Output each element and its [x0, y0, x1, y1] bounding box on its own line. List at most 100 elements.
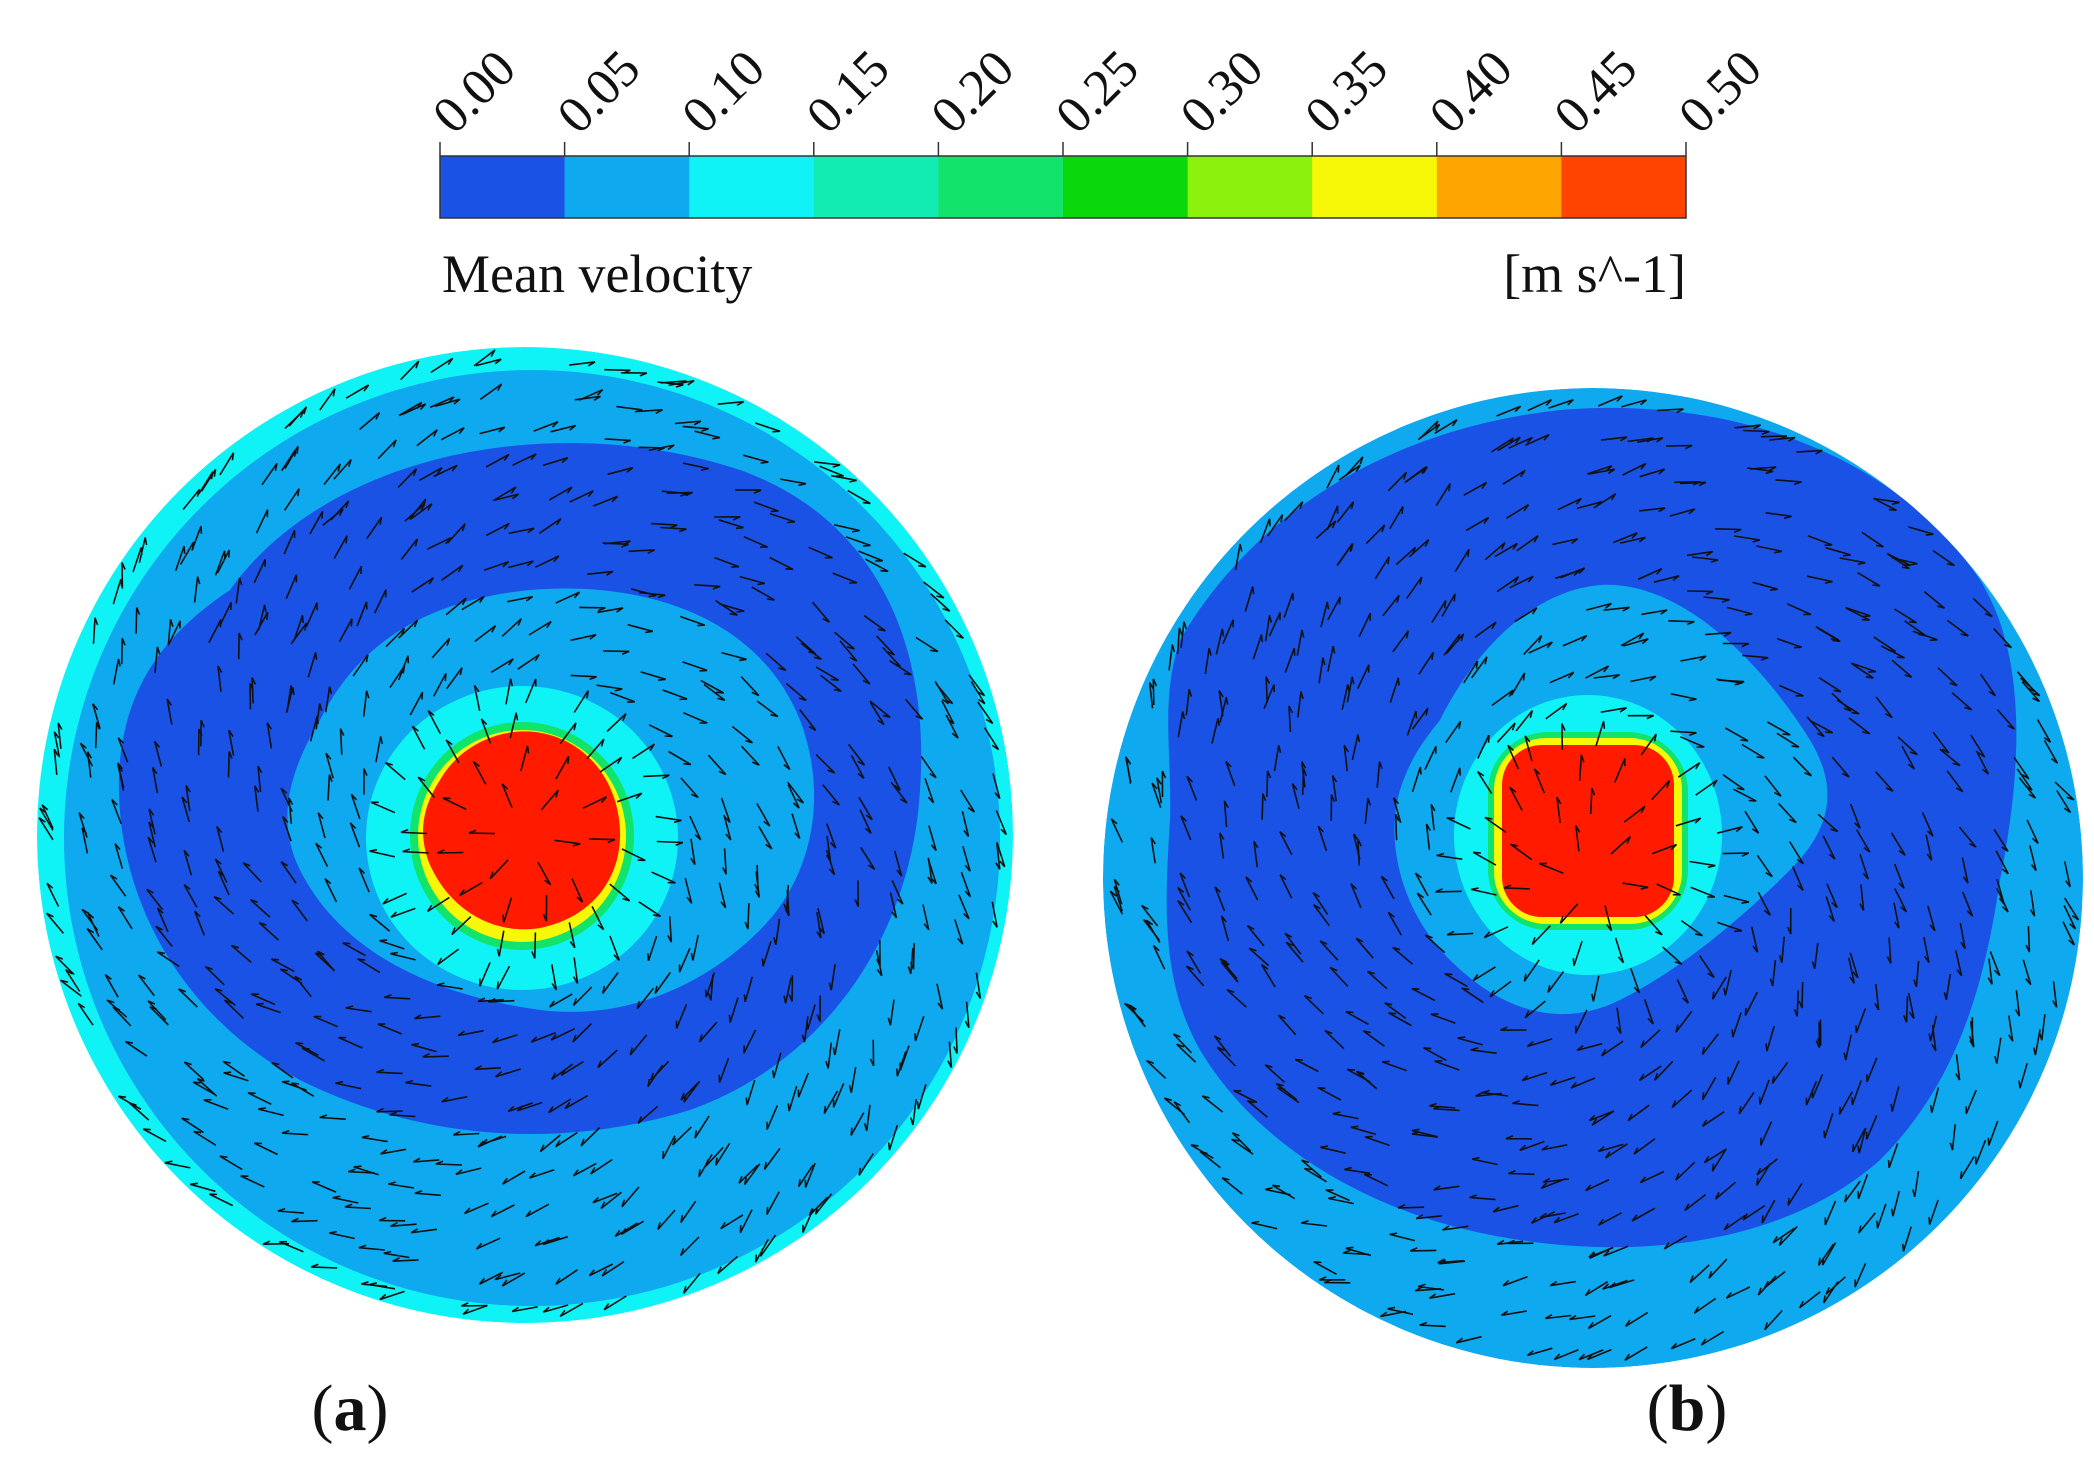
velocity-vector: [869, 701, 885, 726]
velocity-vector: [164, 1160, 191, 1169]
colorbar-swatch: [564, 156, 690, 218]
velocity-vector: [1364, 1135, 1390, 1147]
velocity-vector: [1831, 692, 1852, 712]
velocity-vector: [1275, 1083, 1298, 1101]
velocity-vector: [258, 921, 280, 941]
velocity-vector: [313, 1015, 339, 1028]
velocity-vector: [330, 500, 350, 521]
velocity-vector: [1510, 843, 1533, 861]
velocity-vector: [1521, 1071, 1548, 1082]
velocity-vector: [1663, 1235, 1688, 1250]
velocity-vector: [1150, 837, 1156, 864]
velocity-vector: [1604, 905, 1613, 932]
velocity-vector: [662, 1135, 676, 1160]
velocity-vector: [257, 604, 267, 631]
velocity-vector: [588, 838, 616, 844]
velocity-vector: [1993, 828, 2009, 852]
velocity-vector: [493, 486, 517, 502]
velocity-vector: [1763, 1270, 1786, 1289]
velocity-vector: [1416, 892, 1432, 916]
velocity-vector: [1533, 768, 1546, 794]
velocity-vector: [755, 422, 781, 433]
contour-field-a: [37, 347, 1013, 1323]
velocity-vector: [845, 536, 871, 547]
velocity-vector: [430, 357, 454, 374]
velocity-vector: [606, 713, 627, 733]
velocity-vector: [496, 965, 511, 990]
velocity-vector: [410, 1228, 438, 1234]
velocity-vector: [1542, 1177, 1570, 1183]
velocity-vector: [1505, 504, 1530, 519]
velocity-vector: [1569, 1314, 1596, 1321]
velocity-vector: [1547, 971, 1565, 993]
velocity-vector: [922, 904, 930, 931]
velocity-vector: [573, 690, 589, 713]
velocity-vector: [1975, 750, 1990, 775]
velocity-vector: [648, 724, 673, 738]
velocity-vector: [864, 558, 889, 573]
velocity-vector: [254, 611, 269, 636]
velocity-vector: [507, 1102, 533, 1113]
velocity-vector: [1600, 1040, 1624, 1057]
velocity-vector: [279, 968, 303, 985]
velocity-vector: [707, 974, 714, 1001]
velocity-vector: [1556, 796, 1562, 824]
velocity-vector: [1510, 672, 1526, 696]
velocity-vector: [1429, 1102, 1456, 1109]
velocity-vector: [1296, 629, 1305, 656]
velocity-vector: [555, 591, 581, 604]
velocity-vector: [1677, 761, 1701, 778]
velocity-vector: [922, 581, 945, 599]
velocity-vector: [1578, 1349, 1604, 1361]
velocity-vector: [715, 1142, 731, 1166]
velocity-vector: [166, 698, 173, 725]
velocity-vector: [1600, 436, 1628, 442]
velocity-vector: [1585, 665, 1610, 679]
velocity-vector: [1265, 676, 1271, 703]
velocity-vector: [832, 572, 858, 584]
velocity-vector: [869, 700, 891, 719]
velocity-vector: [1530, 1211, 1556, 1225]
colorbar-tick-label: 0.05: [547, 40, 652, 145]
velocity-vector: [766, 1105, 779, 1130]
velocity-vector: [1484, 816, 1507, 834]
velocity-vector: [198, 471, 214, 495]
velocity-vector: [182, 488, 201, 511]
velocity-vector: [1908, 526, 1934, 536]
velocity-vector: [1545, 1314, 1572, 1320]
velocity-vector: [253, 1142, 279, 1156]
velocity-vector: [627, 623, 654, 634]
velocity-vector: [1855, 829, 1871, 853]
velocity-vector: [682, 425, 709, 432]
velocity-vector: [1627, 1104, 1650, 1122]
velocity-vector: [833, 631, 855, 650]
velocity-vector: [104, 974, 119, 998]
velocity-vector: [1662, 946, 1683, 966]
velocity-vector: [533, 420, 559, 432]
velocity-vector: [400, 538, 419, 560]
velocity-vector: [1701, 1076, 1717, 1101]
velocity-vector: [1355, 937, 1374, 959]
velocity-vector: [373, 589, 387, 614]
velocity-vector: [630, 588, 657, 598]
velocity-vector: [400, 360, 420, 381]
velocity-vector: [721, 651, 747, 662]
velocity-vector: [1637, 437, 1664, 443]
velocity-vector: [496, 930, 505, 957]
velocity-vector: [1838, 1091, 1853, 1115]
velocity-vector: [1424, 745, 1437, 771]
velocity-vector: [592, 1192, 618, 1204]
velocity-vector: [754, 871, 761, 898]
velocity-vector: [1496, 722, 1516, 743]
velocity-vector: [1264, 1187, 1291, 1196]
velocity-vector: [445, 597, 467, 616]
velocity-vector: [820, 674, 842, 693]
velocity-vector: [92, 617, 99, 644]
velocity-vector: [1891, 659, 1913, 678]
velocity-vector: [1414, 1286, 1442, 1292]
velocity-vector: [960, 871, 972, 898]
velocity-vector: [363, 768, 368, 795]
velocity-vector: [384, 761, 406, 781]
velocity-vector: [863, 1104, 871, 1131]
velocity-vector: [1876, 1203, 1887, 1229]
